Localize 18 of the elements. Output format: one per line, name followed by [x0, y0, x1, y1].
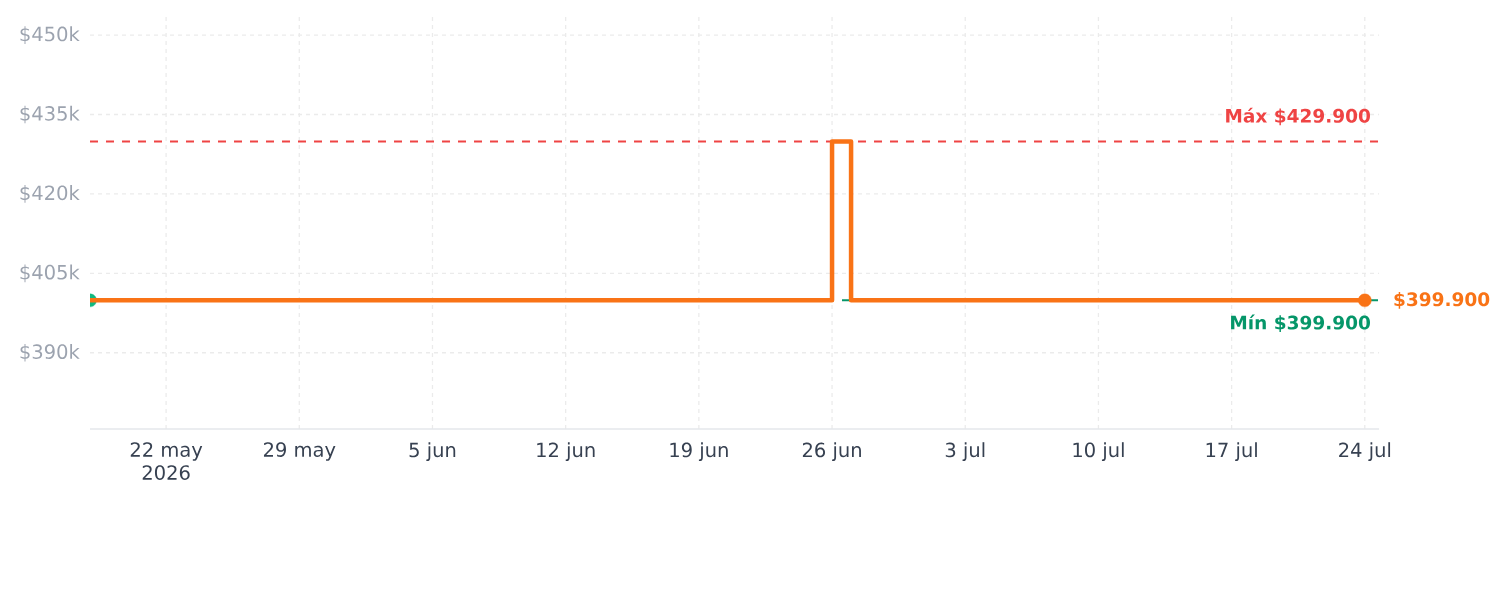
- x-tick-label: 3 jul: [945, 442, 985, 462]
- y-tick-label: $435k: [20, 105, 80, 124]
- ref-line-label: Máx $429.900: [1226, 107, 1370, 126]
- data-label: $399.900: [1394, 291, 1490, 309]
- x-tick-label: 19 jun: [670, 442, 728, 462]
- ref-line-label: Mín $399.900: [1231, 314, 1370, 333]
- x-tick-label: 22 may 2026: [130, 442, 203, 480]
- x-tick-label: 5 jun: [409, 442, 456, 462]
- y-tick-label: $405k: [20, 264, 80, 283]
- x-tick-label: 29 may: [263, 442, 336, 461]
- x-tick-label: 24 jul: [1339, 442, 1391, 462]
- x-tick-label: 17 jul: [1206, 442, 1257, 462]
- y-tick-label: $420k: [20, 185, 80, 203]
- x-tick-label: 26 jun: [802, 442, 861, 462]
- y-tick-label: $450k: [20, 26, 80, 44]
- x-tick-label: 12 jun: [537, 442, 595, 462]
- x-tick-label: 10 jul: [1073, 442, 1124, 462]
- y-tick-label: $390k: [20, 343, 80, 362]
